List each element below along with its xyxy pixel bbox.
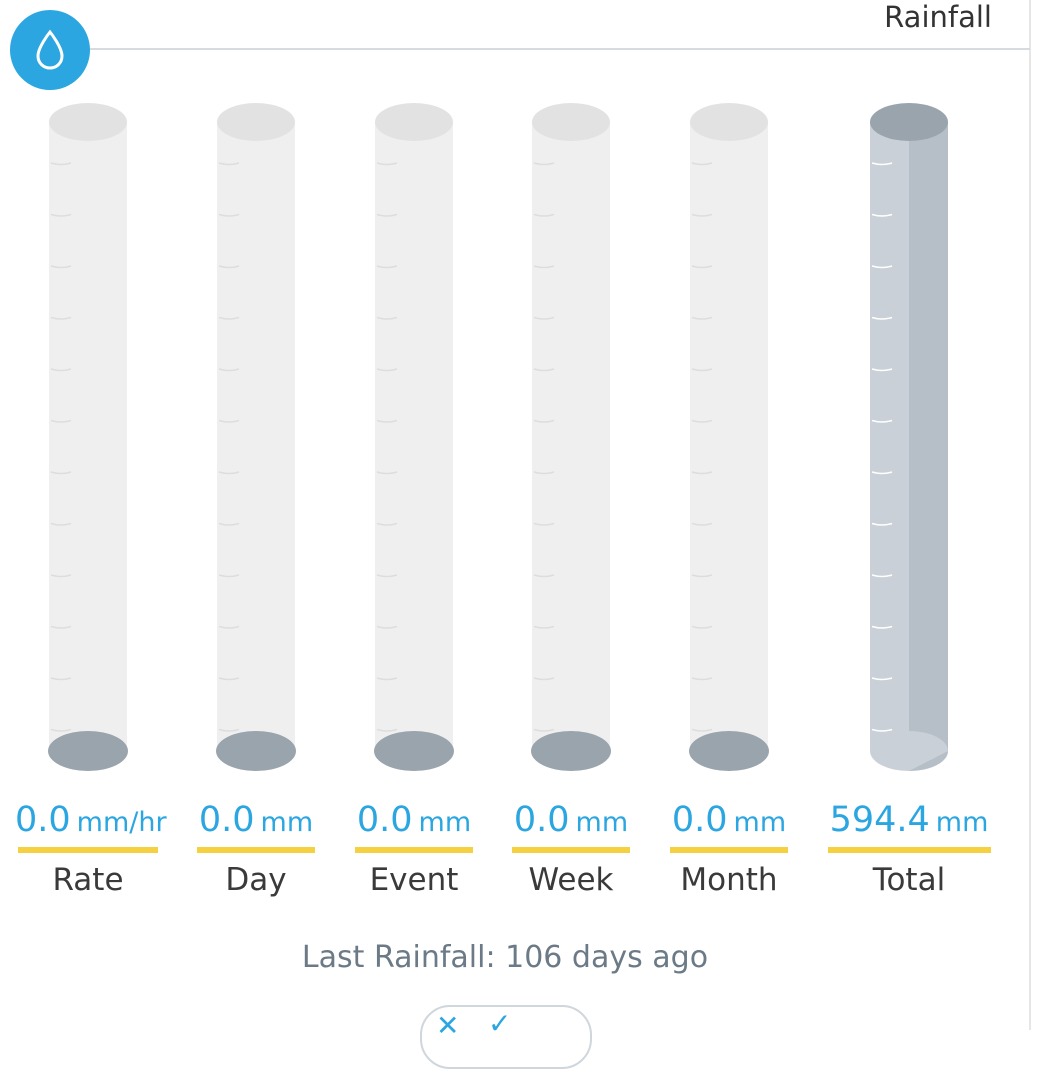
gauge-tube-rate — [48, 103, 128, 771]
widget-border — [1029, 0, 1031, 1030]
gauge-number: 0.0 — [513, 800, 570, 840]
gauge-label-event: Event — [369, 862, 459, 898]
close-icon[interactable]: ✕ — [436, 1009, 460, 1042]
view-toggle[interactable]: ✕ ✓ — [420, 1005, 592, 1069]
gauge-value-day: 0.0 mm — [195, 800, 317, 844]
gauge-label-day: Day — [225, 862, 287, 898]
gauge-tube-week — [531, 103, 611, 771]
gauge-unit: mm — [575, 807, 629, 838]
gauge-label-month: Month — [680, 862, 778, 898]
gauge-value-rate: 0.0 mm/hr — [15, 800, 167, 844]
gauge-label-rate: Rate — [52, 862, 124, 898]
gauge-value-month: 0.0 mm — [668, 800, 790, 844]
gauge-number: 594.4 — [829, 800, 930, 840]
gauge-label-total: Total — [872, 862, 946, 898]
gauge-unit: mm — [733, 807, 787, 838]
gauge-tube-month — [689, 103, 769, 771]
rain-gauges — [48, 103, 948, 771]
gauge-underline — [18, 847, 158, 853]
gauge-value-total: 594.4 mm — [826, 800, 992, 844]
gauge-unit: mm — [418, 807, 472, 838]
header-divider — [50, 48, 1030, 50]
gauge-number: 0.0 — [671, 800, 728, 840]
gauge-unit: mm/hr — [76, 807, 167, 838]
gauge-number: 0.0 — [356, 800, 413, 840]
widget-title: Rainfall — [884, 0, 992, 34]
gauge-unit: mm — [260, 807, 314, 838]
gauge-underline — [355, 847, 473, 853]
gauge-underline — [827, 847, 991, 853]
water-drop-icon — [10, 10, 90, 90]
gauge-value-week: 0.0 mm — [510, 800, 632, 844]
gauge-tube-event — [374, 103, 454, 771]
gauge-number: 0.0 — [198, 800, 255, 840]
gauge-tube-day — [216, 103, 296, 771]
gauge-underline — [512, 847, 630, 853]
gauge-unit: mm — [935, 807, 989, 838]
check-icon[interactable]: ✓ — [488, 1007, 512, 1040]
gauge-underline — [197, 847, 315, 853]
gauge-tube-total — [870, 103, 948, 771]
rainfall-widget: Rainfall 0.0 mm/hr Rate 0.0 mm Day 0.0 mm Event 0… — [10, 0, 1031, 1069]
gauge-underline — [670, 847, 788, 853]
last-rainfall-text: Last Rainfall: 106 days ago — [301, 940, 709, 975]
gauge-value-event: 0.0 mm — [353, 800, 475, 844]
gauge-number: 0.0 — [15, 800, 71, 840]
gauge-label-week: Week — [528, 862, 614, 898]
